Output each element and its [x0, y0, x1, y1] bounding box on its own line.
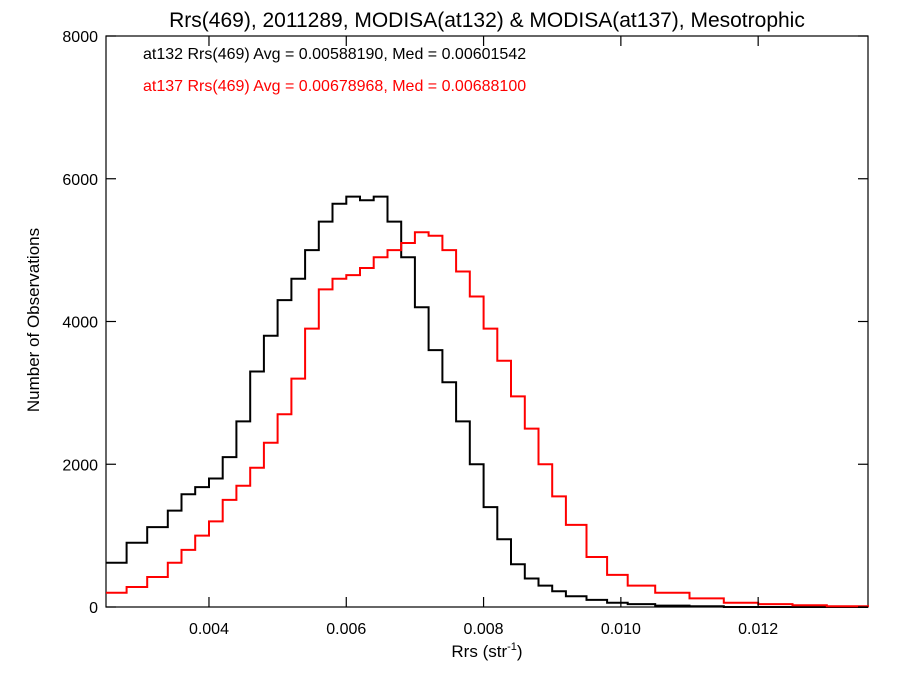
annotation-at132: at132 Rrs(469) Avg = 0.00588190, Med = 0… — [143, 46, 526, 63]
annotation-at137: at137 Rrs(469) Avg = 0.00678968, Med = 0… — [143, 78, 526, 95]
x-tick-label-0: 0.004 — [189, 621, 229, 638]
y-tick-label-3: 6000 — [62, 172, 98, 189]
x-tick-label-3: 0.010 — [601, 621, 641, 638]
series-line-1 — [106, 231, 869, 608]
y-axis-ticks: 0 2000 4000 6000 8000 — [62, 29, 868, 617]
x-axis-ticks: 0.004 0.006 0.008 0.010 0.012 — [189, 36, 778, 638]
x-axis-label: Rrs (str-1) — [451, 641, 522, 661]
y-tick-label-4: 8000 — [62, 29, 98, 46]
series-line-0 — [106, 195, 868, 608]
chart-title: Rrs(469), 2011289, MODISA(at132) & MODIS… — [169, 9, 805, 32]
y-tick-label-2: 4000 — [62, 315, 98, 332]
series-layer — [106, 195, 869, 608]
y-tick-label-1: 2000 — [62, 457, 98, 474]
y-axis-label: Number of Observations — [24, 228, 43, 412]
x-tick-label-2: 0.008 — [464, 621, 504, 638]
x-tick-label-1: 0.006 — [326, 621, 366, 638]
x-tick-label-4: 0.012 — [738, 621, 778, 638]
y-tick-label-0: 0 — [89, 600, 98, 617]
